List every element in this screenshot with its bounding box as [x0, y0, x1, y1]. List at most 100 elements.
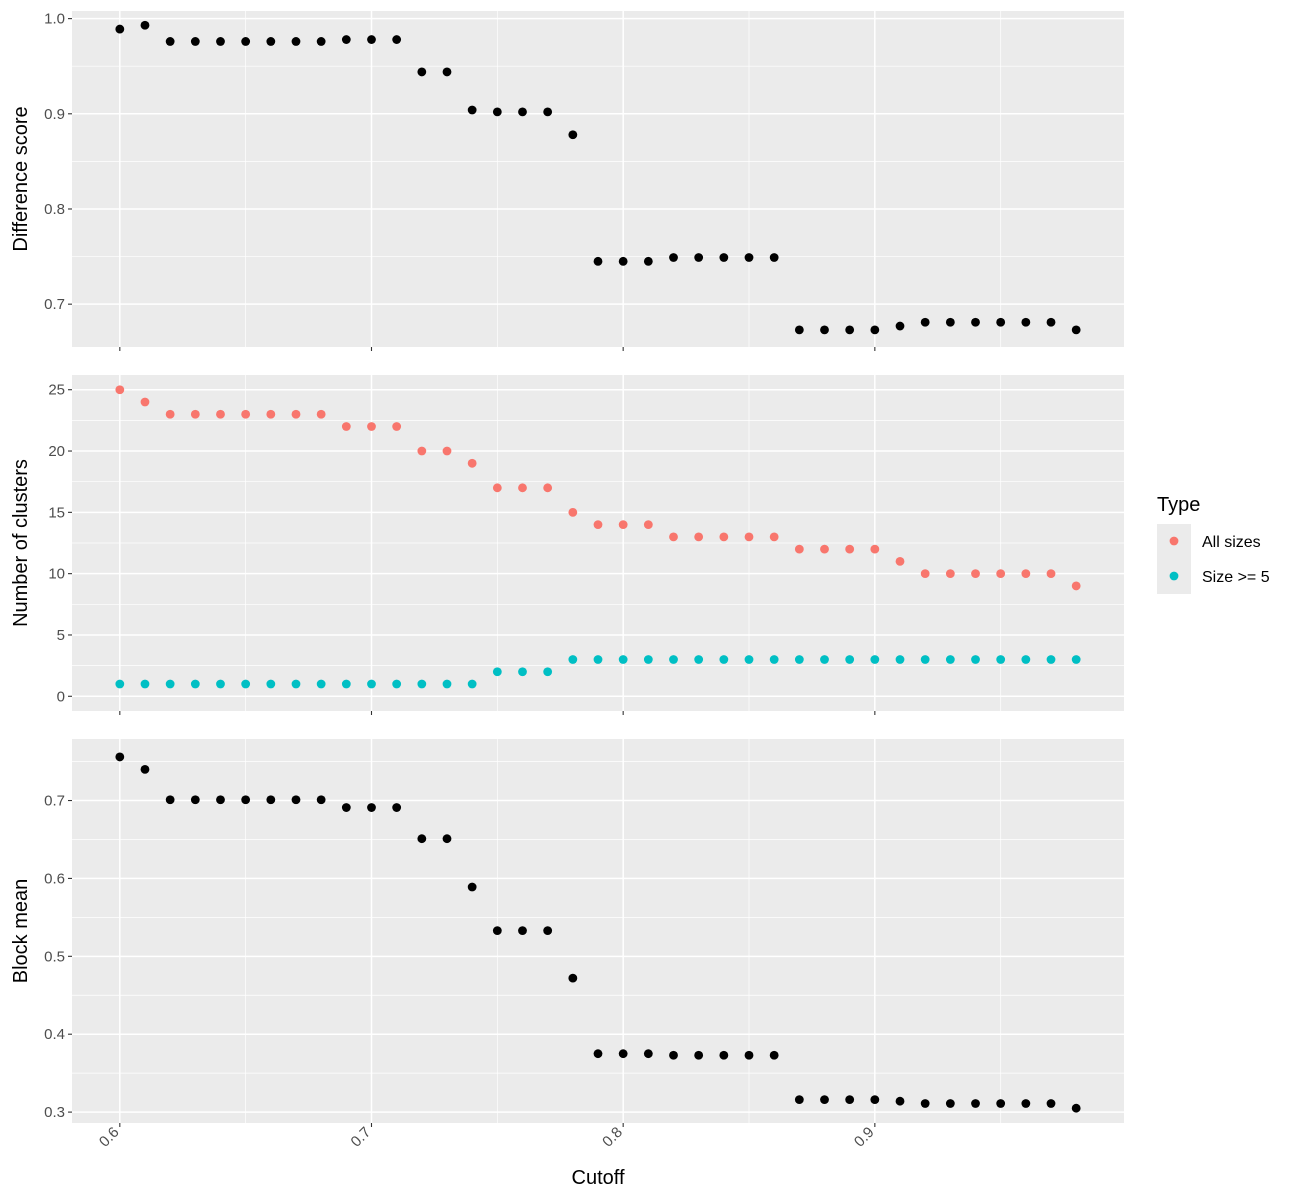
data-point	[945, 1099, 955, 1108]
data-point	[820, 1095, 829, 1105]
data-point	[719, 1050, 729, 1060]
y-tick-label: 0.7	[44, 296, 65, 313]
data-point	[467, 882, 477, 892]
y-tick-label: 0.6	[44, 870, 65, 887]
data-point	[417, 834, 427, 844]
data-point	[895, 321, 905, 331]
data-point	[492, 107, 502, 117]
legend-items: All sizes Size >= 5	[1169, 534, 1270, 586]
data-point	[216, 795, 225, 805]
data-point	[367, 35, 376, 44]
data-point	[870, 325, 880, 335]
data-point	[744, 655, 754, 664]
legend-item-label: All sizes	[1202, 534, 1261, 551]
y-tick-label: 1.0	[44, 11, 65, 28]
data-point	[920, 569, 930, 579]
data-point	[971, 569, 980, 579]
x-axis-title: Cutoff	[572, 1167, 625, 1189]
data-point	[442, 67, 452, 77]
data-point	[1071, 581, 1081, 591]
data-point	[895, 655, 905, 664]
data-point	[316, 409, 326, 419]
data-point	[1021, 569, 1031, 579]
data-point	[1021, 317, 1031, 327]
x-tick-label: 0.9	[851, 1124, 878, 1151]
data-point	[518, 483, 527, 493]
data-point	[895, 1096, 905, 1106]
y-axis-title: Number of clusters	[10, 459, 32, 627]
data-point	[593, 520, 603, 530]
data-point	[165, 37, 175, 46]
panel-background	[72, 739, 1124, 1123]
data-point	[643, 655, 653, 664]
data-point	[845, 655, 855, 664]
legend-item-label: Size >= 5	[1202, 569, 1270, 586]
data-point	[593, 256, 603, 266]
data-point	[1046, 1099, 1056, 1108]
data-point	[165, 795, 175, 805]
data-point	[543, 667, 553, 677]
data-point	[341, 35, 351, 44]
data-point	[996, 655, 1006, 664]
data-point	[618, 520, 628, 530]
data-point	[367, 679, 376, 689]
data-point	[794, 544, 804, 554]
data-point	[920, 317, 930, 327]
y-tick-label: 0.3	[44, 1104, 65, 1121]
data-point	[1021, 1099, 1031, 1108]
data-point	[316, 795, 326, 805]
data-point	[845, 325, 855, 335]
data-point	[341, 679, 351, 689]
data-point	[618, 655, 628, 664]
data-point	[492, 667, 502, 677]
data-point	[216, 409, 225, 419]
data-point	[669, 1050, 678, 1060]
y-tick-label: 0.7	[44, 793, 65, 810]
data-point	[467, 105, 477, 115]
data-point	[518, 107, 527, 117]
data-point	[316, 37, 326, 46]
data-point	[492, 926, 502, 936]
x-tick-label: 0.8	[599, 1124, 626, 1151]
data-point	[291, 409, 301, 419]
data-point	[266, 679, 276, 689]
panel-1: 0.7 0.8 0.9 1.0 Difference score	[10, 11, 1124, 351]
y-axis-title: Difference score	[10, 106, 32, 251]
data-point	[971, 1099, 980, 1108]
data-point	[241, 679, 251, 689]
data-point	[870, 1095, 880, 1105]
data-point	[291, 679, 301, 689]
data-point	[945, 569, 955, 579]
data-point	[392, 35, 402, 44]
data-point	[820, 325, 829, 335]
y-tick-label: 0.9	[44, 106, 65, 123]
data-point	[744, 253, 754, 262]
data-point	[467, 679, 477, 689]
data-point	[996, 1099, 1006, 1108]
data-point	[643, 520, 653, 530]
data-point	[543, 483, 553, 493]
data-point	[241, 409, 251, 419]
x-tick-label: 0.6	[96, 1124, 123, 1151]
data-point	[870, 544, 880, 554]
data-point	[694, 1050, 704, 1060]
legend: Type All sizes Size >= 5	[1157, 494, 1270, 594]
data-point	[518, 667, 527, 677]
data-point	[568, 973, 578, 983]
data-point	[1071, 655, 1081, 664]
data-point	[216, 37, 225, 46]
data-point	[341, 803, 351, 812]
data-point	[1071, 1103, 1081, 1113]
data-point	[492, 483, 502, 493]
data-point	[669, 532, 678, 542]
data-point	[392, 803, 402, 812]
data-point	[1046, 655, 1056, 664]
y-tick-label: 10	[48, 566, 65, 583]
data-point	[769, 253, 779, 262]
data-point	[190, 409, 200, 419]
data-point	[543, 926, 553, 936]
data-point	[115, 752, 125, 762]
data-point	[266, 409, 276, 419]
data-point	[241, 37, 251, 46]
data-point	[190, 679, 200, 689]
